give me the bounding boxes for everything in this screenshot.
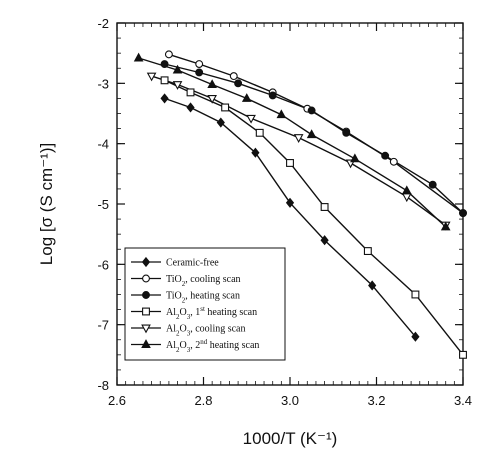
data-point-series-5 (172, 81, 183, 90)
data-point-series-4 (320, 203, 329, 211)
legend-label: TiO2, heating scan (166, 291, 240, 305)
legend-marker (141, 339, 151, 348)
x-tick-label: 2.8 (194, 393, 212, 408)
data-point-series-1 (411, 331, 420, 342)
y-tick-label: -4 (97, 137, 109, 152)
major-ticks (116, 22, 464, 386)
series-line-5 (151, 75, 447, 226)
data-point-series-6 (306, 129, 317, 139)
legend-label: Al2O3, cooling scan (166, 324, 246, 338)
data-point-series-3 (160, 60, 169, 68)
data-point-series-2 (229, 72, 238, 81)
data-point-series-3 (459, 209, 467, 218)
legend-marker (142, 291, 150, 299)
data-point-series-1 (186, 102, 195, 113)
y-tick-label: -8 (97, 378, 109, 393)
x-tick-label: 2.6 (108, 393, 126, 408)
data-point-series-5 (207, 94, 217, 104)
data-point-series-2 (195, 60, 204, 68)
data-point-series-3 (342, 128, 351, 137)
data-point-series-5 (246, 114, 256, 124)
data-point-series-4 (411, 290, 420, 299)
data-point-series-3 (195, 68, 204, 77)
legend: Ceramic-free TiO2, cooling scan TiO2, heat… (124, 247, 286, 361)
series-line-2 (168, 53, 464, 214)
data-point-series-3 (268, 91, 277, 100)
data-point-series-3 (381, 151, 390, 160)
data-point-series-6 (241, 93, 252, 102)
x-tick-label: 3.0 (281, 393, 299, 408)
y-tick-label: -3 (97, 76, 109, 91)
x-axis-title: 1000/T (K⁻¹) (243, 429, 338, 448)
y-axis-title: Log [σ (S cm⁻¹)] (37, 143, 56, 265)
data-point-series-1 (285, 197, 295, 208)
y-tick-labels: -2 -3 -4 -5 -6 -7 -8 (97, 16, 109, 393)
data-point-series-6 (207, 79, 217, 88)
data-point-series-2 (389, 157, 398, 166)
legend-marker (142, 307, 150, 316)
data-point-series-5 (293, 134, 304, 143)
data-point-series-1 (160, 93, 169, 104)
x-tick-label: 3.2 (367, 393, 385, 408)
data-point-series-5 (401, 193, 412, 203)
legend-marker (141, 256, 151, 268)
legend-box (124, 247, 286, 361)
y-tick-label: -7 (97, 318, 109, 333)
x-tick-label: 3.4 (454, 393, 472, 408)
data-point-series-6 (440, 221, 451, 231)
series-markers (133, 50, 467, 359)
data-point-series-4 (221, 103, 230, 112)
legend-items: Ceramic-free TiO2, cooling scan TiO2, heat… (131, 256, 259, 354)
data-point-series-4 (186, 88, 195, 97)
legend-label: Al2O3, 2nd heating scan (166, 338, 259, 354)
y-tick-label: -6 (97, 257, 109, 272)
data-point-series-4 (255, 128, 264, 137)
data-point-series-1 (251, 147, 260, 158)
legend-label: Ceramic-free (166, 258, 219, 269)
data-point-series-2 (164, 50, 173, 59)
data-point-series-6 (401, 185, 412, 195)
data-point-series-3 (307, 106, 316, 115)
data-point-series-1 (368, 280, 377, 291)
data-point-series-1 (216, 117, 225, 128)
data-point-series-6 (350, 153, 360, 163)
data-point-series-6 (133, 52, 144, 62)
legend-marker (142, 274, 150, 283)
legend-marker (141, 324, 151, 334)
y-tick-label: -2 (97, 16, 109, 31)
y-tick-label: -5 (97, 197, 109, 212)
legend-label: TiO2, cooling scan (166, 274, 241, 288)
data-point-series-3 (428, 180, 437, 189)
data-point-series-4 (160, 76, 169, 85)
data-point-series-3 (234, 79, 243, 88)
data-point-series-4 (363, 247, 372, 256)
x-tick-labels: 2.6 2.8 3.0 3.2 3.4 (108, 393, 472, 408)
data-point-series-5 (146, 72, 157, 82)
data-point-series-1 (320, 235, 329, 246)
data-point-series-6 (172, 64, 183, 74)
series-line-1 (164, 97, 416, 338)
legend-label: Al2O3, 1st heating scan (166, 305, 257, 321)
data-point-series-4 (286, 159, 294, 167)
data-point-series-4 (459, 350, 467, 359)
data-point-series-6 (276, 109, 287, 119)
